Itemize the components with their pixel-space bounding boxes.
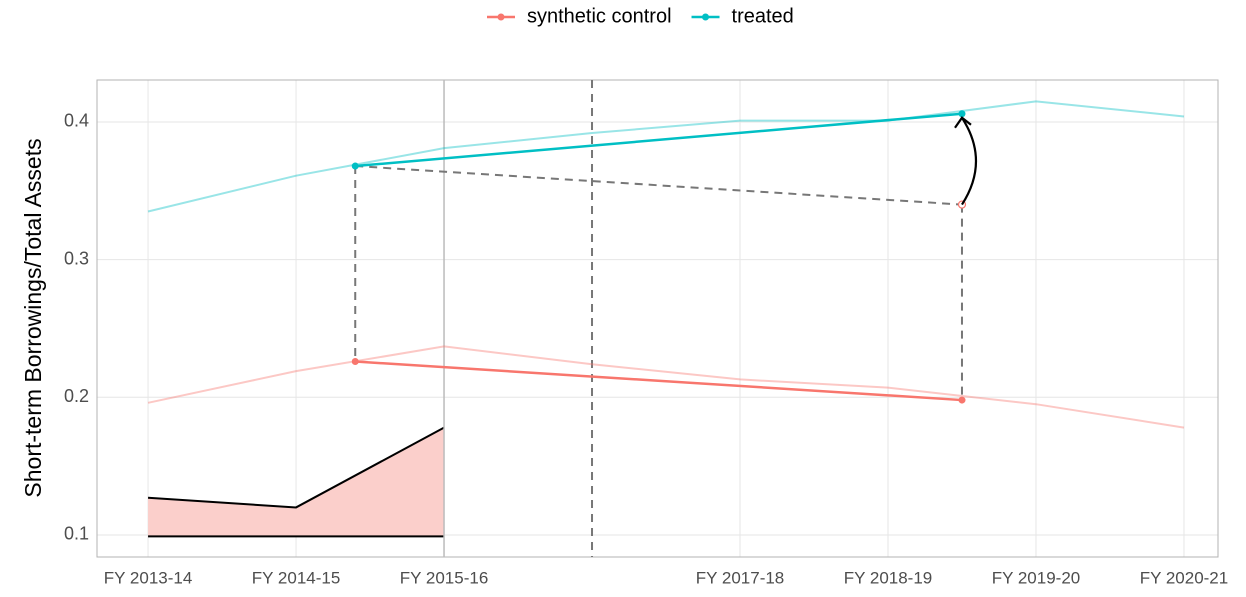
x-tick-label: FY 2017-18 (696, 568, 785, 587)
y-tick-label: 0.2 (64, 386, 89, 406)
x-tick-label: FY 2020-21 (1140, 568, 1229, 587)
inset-upper (147, 426, 445, 509)
segment-point (958, 396, 966, 404)
x-tick-label: FY 2019-20 (992, 568, 1081, 587)
series-line (147, 345, 1185, 429)
segment-line (355, 112, 963, 168)
segment-point (958, 110, 966, 118)
y-tick-label: 0.4 (64, 111, 89, 131)
inset-area (148, 427, 445, 537)
x-tick-label: FY 2015-16 (400, 568, 489, 587)
counterfactual-line (355, 165, 963, 206)
effect-arrowhead (954, 116, 972, 129)
y-axis-label: Short-term Borrowings/Total Assets (20, 138, 46, 497)
x-tick-label: FY 2018-19 (844, 568, 933, 587)
segment-point (351, 162, 359, 170)
y-tick-label: 0.3 (64, 248, 89, 268)
x-tick-label: FY 2014-15 (252, 568, 341, 587)
y-tick-label: 0.1 (64, 524, 89, 544)
segment-point (351, 358, 359, 366)
effect-arrow (961, 117, 978, 206)
legend-label: treated (732, 5, 794, 27)
series-line (147, 100, 1185, 213)
legend-swatch-dot (702, 13, 710, 21)
segment-line (355, 360, 963, 402)
legend-swatch-dot (497, 13, 505, 21)
panel-border (96, 79, 1219, 558)
legend-label: synthetic control (527, 5, 672, 27)
x-tick-label: FY 2013-14 (104, 568, 193, 587)
